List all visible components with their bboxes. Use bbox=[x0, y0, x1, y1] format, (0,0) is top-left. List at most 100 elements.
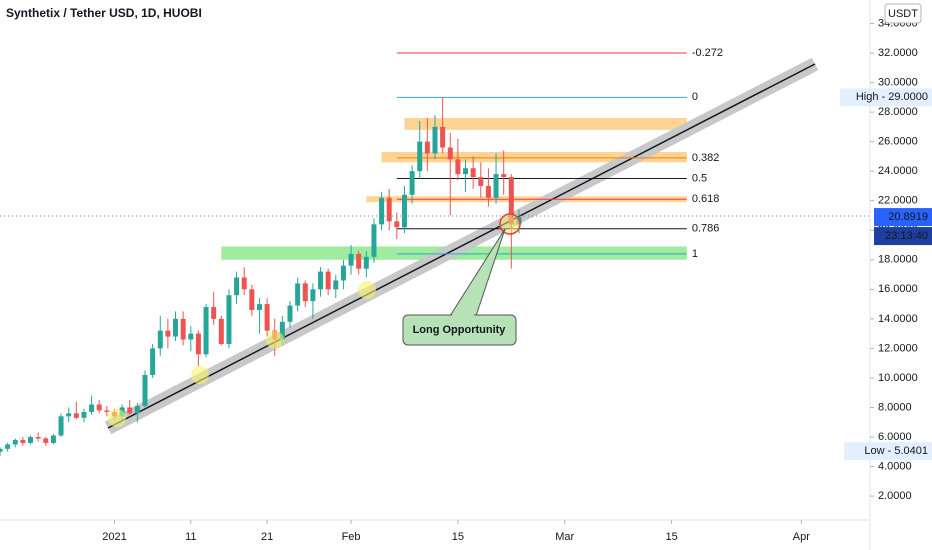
touch-circle bbox=[266, 331, 284, 349]
x-tick-label: 11 bbox=[185, 531, 196, 543]
price-badge bbox=[844, 442, 932, 461]
candle-body bbox=[195, 333, 201, 355]
y-tick-label: 24.0000 bbox=[878, 165, 918, 177]
candle-body bbox=[485, 185, 491, 198]
y-tick-label: 22.0000 bbox=[878, 195, 918, 207]
candle-body bbox=[508, 177, 514, 225]
x-tick-label: Mar bbox=[555, 531, 574, 543]
x-tick-label: Feb bbox=[342, 531, 361, 543]
fib-label: 0.618 bbox=[692, 193, 720, 205]
candle-body bbox=[493, 174, 499, 198]
trend-line bbox=[107, 63, 816, 429]
fib-label: 0.5 bbox=[692, 172, 707, 184]
y-tick-label: 16.0000 bbox=[878, 283, 918, 295]
fib-label: 0 bbox=[692, 91, 698, 103]
candle-body bbox=[279, 321, 285, 340]
candle-body bbox=[394, 221, 400, 228]
candle-body bbox=[35, 437, 41, 439]
candle-body bbox=[409, 171, 415, 195]
fib-label: 1 bbox=[692, 248, 698, 260]
currency-box[interactable] bbox=[884, 3, 922, 24]
candle-body bbox=[310, 289, 316, 302]
candle-body bbox=[249, 289, 255, 310]
candle-body bbox=[50, 435, 56, 443]
callout-text: Long Opportunity bbox=[413, 324, 507, 336]
price-badge-text: 20.8919 bbox=[888, 211, 928, 223]
x-tick-label: 15 bbox=[665, 531, 677, 543]
candle-body bbox=[203, 307, 209, 355]
candle-body bbox=[0, 448, 3, 452]
candle-body bbox=[264, 304, 270, 331]
zone bbox=[404, 118, 687, 130]
x-tick-label: Apr bbox=[793, 531, 810, 543]
y-tick-label: 2.0000 bbox=[878, 490, 912, 502]
candle-body bbox=[5, 444, 11, 449]
candle-body bbox=[333, 280, 339, 290]
candle-body bbox=[96, 404, 102, 411]
currency: USDT bbox=[888, 8, 918, 20]
candle-body bbox=[104, 410, 110, 412]
candle-body bbox=[401, 194, 407, 228]
callout: Long Opportunity bbox=[402, 228, 517, 346]
candle-body bbox=[424, 141, 430, 154]
candle-body bbox=[188, 333, 194, 340]
candle-body bbox=[127, 407, 133, 414]
candle-body bbox=[386, 197, 392, 222]
fib-label: 0.382 bbox=[692, 152, 720, 164]
y-tick-label: 10.0000 bbox=[878, 372, 918, 384]
candle-body bbox=[150, 348, 156, 375]
candle-body bbox=[66, 413, 72, 417]
y-tick-label: 26.0000 bbox=[878, 136, 918, 148]
candle-body bbox=[89, 404, 95, 412]
fib-label: 0.786 bbox=[692, 223, 720, 235]
entry-circle bbox=[499, 213, 521, 235]
candle-body bbox=[440, 126, 446, 148]
y-tick-label: 4.0000 bbox=[878, 460, 912, 472]
touch-circle bbox=[108, 409, 126, 427]
candle-body bbox=[157, 330, 163, 349]
candle-body bbox=[356, 253, 362, 269]
touch-circle bbox=[358, 281, 376, 299]
candle-body bbox=[173, 318, 179, 337]
candle-body bbox=[73, 413, 79, 418]
fib-label: -0.272 bbox=[692, 47, 723, 59]
candle-body bbox=[325, 271, 331, 290]
countdown-text: 23:13:40 bbox=[885, 230, 928, 242]
candle-body bbox=[295, 283, 301, 306]
touch-circle bbox=[191, 366, 209, 384]
candle-body bbox=[142, 374, 148, 406]
candle-body bbox=[165, 330, 171, 337]
y-tick-label: 28.0000 bbox=[878, 106, 918, 118]
y-tick-label: 18.0000 bbox=[878, 254, 918, 266]
candle-body bbox=[211, 307, 217, 319]
candle-body bbox=[287, 305, 293, 322]
candle-body bbox=[417, 141, 423, 172]
price-badge-text: High - 29.0000 bbox=[856, 91, 928, 103]
y-tick-label: 14.0000 bbox=[878, 313, 918, 325]
candle-body bbox=[134, 405, 140, 414]
candle-body bbox=[28, 437, 34, 443]
candle-body bbox=[218, 318, 224, 344]
candle-body bbox=[470, 168, 476, 178]
candle-body bbox=[256, 304, 262, 310]
zone bbox=[381, 151, 687, 163]
candle-body bbox=[478, 177, 484, 186]
candle-body bbox=[58, 416, 64, 436]
candle-body bbox=[12, 439, 18, 445]
candle-body bbox=[455, 159, 461, 175]
chart-title: Synthetix / Tether USD, 1D, HUOBI bbox=[6, 6, 202, 20]
candle-body bbox=[226, 295, 232, 344]
candle-body bbox=[379, 197, 385, 225]
countdown-badge bbox=[874, 227, 932, 246]
price-badge bbox=[874, 208, 932, 227]
candle-body bbox=[318, 271, 324, 290]
candle-body bbox=[302, 283, 308, 302]
trend-channel bbox=[104, 57, 819, 435]
candle-body bbox=[371, 224, 377, 257]
candle-body bbox=[501, 174, 507, 178]
candle-body bbox=[81, 411, 87, 418]
candle-body bbox=[432, 126, 438, 154]
touch-points bbox=[108, 213, 521, 427]
y-tick-label: 12.0000 bbox=[878, 342, 918, 354]
y-tick-label: 32.0000 bbox=[878, 47, 918, 59]
